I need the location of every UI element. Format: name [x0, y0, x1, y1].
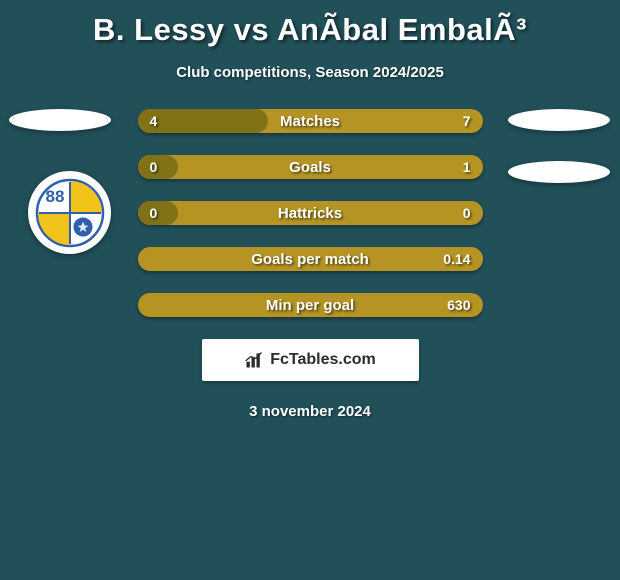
club-badge-left: 88 [28, 171, 111, 254]
club-badge-icon: 88 [35, 178, 105, 248]
stat-label: Goals [138, 155, 483, 179]
footer-date: 3 november 2024 [0, 403, 620, 420]
stat-row: Goals per match0.14 [138, 247, 483, 271]
bars-icon [244, 350, 264, 370]
stat-value-right: 630 [447, 293, 470, 317]
stat-label: Goals per match [138, 247, 483, 271]
stat-row: 0Goals1 [138, 155, 483, 179]
subtitle: Club competitions, Season 2024/2025 [0, 64, 620, 81]
player-club-photo-right [508, 161, 610, 183]
stat-value-right: 0.14 [443, 247, 470, 271]
stat-value-right: 7 [463, 109, 471, 133]
badge-number: 88 [45, 187, 64, 206]
comparison-stage: 88 4Matches70Goals10Hattricks0Goals per … [0, 109, 620, 317]
stat-row: Min per goal630 [138, 293, 483, 317]
stat-label: Min per goal [138, 293, 483, 317]
stat-value-right: 1 [463, 155, 471, 179]
branding-badge: FcTables.com [202, 339, 419, 381]
stat-row: 0Hattricks0 [138, 201, 483, 225]
stat-value-right: 0 [463, 201, 471, 225]
page-title: B. Lessy vs AnÃ­bal EmbalÃ³ [0, 0, 620, 48]
stat-rows: 4Matches70Goals10Hattricks0Goals per mat… [138, 109, 483, 317]
stat-row: 4Matches7 [138, 109, 483, 133]
player-photo-left [9, 109, 111, 131]
stat-label: Matches [138, 109, 483, 133]
stat-label: Hattricks [138, 201, 483, 225]
player-photo-right [508, 109, 610, 131]
brand-text: FcTables.com [270, 351, 376, 369]
